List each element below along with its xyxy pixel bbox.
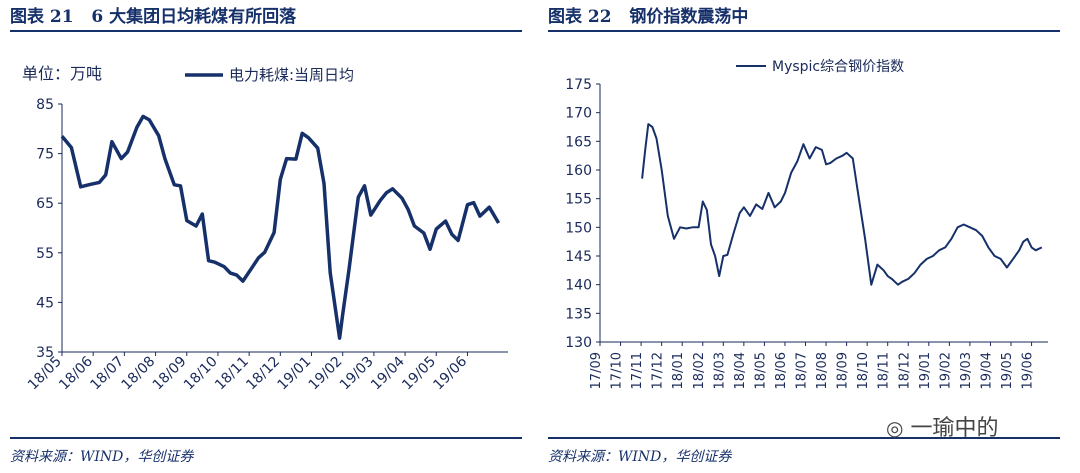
left-legend-label: 电力耗煤:当周日均 [229,66,354,84]
left-x-tick-label: 19/03 [337,354,377,394]
right-chart-title: 图表 22 钢价指数震荡中 [548,7,749,27]
right-series-line [641,123,1043,286]
right-legend-label: Myspic综合钢价指数 [772,59,904,75]
left-y-tick-label: 55 [36,246,54,262]
right-x-tick-label: 19/02 [938,352,953,389]
right-y-tick-label: 135 [565,306,592,322]
left-y-tick-label: 45 [36,295,54,311]
right-x-tick-label: 18/05 [753,352,768,389]
right-x-tick-label: 19/04 [979,352,994,389]
right-y-tick-label: 170 [565,106,592,122]
left-x-tick-label: 18/10 [181,354,221,394]
left-y-tick-label: 65 [36,196,54,212]
left-x-tick-label: 19/02 [306,354,346,394]
left-x-tick-label: 18/07 [87,354,127,394]
watermark-text: 一瑜中的 [910,416,999,441]
left-x-tick-label: 18/11 [212,354,252,394]
left-x-tick-label: 18/09 [150,354,190,394]
wechat-icon: ◎ [886,416,904,440]
right-y-tick-label: 150 [565,220,592,236]
left-source-rule [10,437,522,439]
right-x-tick-label: 19/06 [1021,352,1036,389]
right-chart: 130 135 140 145 150 155 160 165 170 175 17/09 17/10… [565,59,1048,389]
right-y-tick-label: 140 [565,278,592,294]
right-x-tick-label: 18/09 [836,352,851,389]
right-x-tick-label: 17/12 [651,352,666,389]
right-x-tick-label: 19/03 [959,352,974,389]
left-chart-title: 图表 21 6 大集团日均耗煤有所回落 [10,7,297,27]
left-y-tick-label: 75 [36,147,54,163]
left-x-tick-label: 19/05 [399,354,439,394]
left-series-line [60,114,501,340]
right-x-tick-label: 18/10 [856,352,871,389]
right-y-tick-label: 160 [565,163,592,179]
right-panel: 图表 22 钢价指数震荡中 130 135 140 145 150 155 160 165 17… [548,0,1070,473]
right-x-tick-label: 18/08 [815,352,830,389]
right-x-tick-label: 18/03 [712,352,727,389]
right-y-tick-label: 175 [565,77,592,93]
left-unit-label: 单位：万吨 [22,64,102,83]
right-x-tick-label: 17/09 [589,352,604,389]
right-x-tick-label: 18/12 [897,352,912,389]
right-x-tick-label: 18/02 [692,352,707,389]
right-x-tick-label: 18/11 [877,352,892,389]
right-y-tick-label: 165 [565,134,592,150]
left-x-tick-label: 19/04 [368,353,408,393]
right-y-tick-label: 130 [565,335,592,351]
watermark: ◎ 一瑜中的 [886,410,998,442]
right-source-rule [548,437,1060,439]
left-x-tick-label: 18/12 [243,354,283,394]
right-y-tick-label: 155 [565,192,592,208]
left-y-tick-label: 35 [36,345,54,361]
right-x-tick-label: 17/10 [610,352,625,389]
right-source: 资料来源：WIND，华创证券 [548,449,732,465]
right-x-tick-label: 18/06 [774,352,789,389]
right-x-tick-label: 17/11 [630,352,645,389]
left-x-tick-label: 19/01 [274,354,314,394]
left-chart: 单位：万吨 35455565758518/0518/0618/0718/0818… [22,64,508,394]
right-x-tick-label: 18/07 [795,352,810,389]
right-y-tick-label: 145 [565,249,592,265]
right-x-tick-label: 18/04 [733,352,748,389]
left-source: 资料来源：WIND，华创证券 [10,449,194,465]
left-title-rule [10,30,522,32]
left-x-tick-label: 19/06 [430,353,470,393]
left-x-tick-label: 18/06 [56,353,96,393]
left-y-tick-label: 85 [36,97,54,113]
right-title-rule [548,30,1060,32]
left-x-tick-label: 18/08 [119,354,159,394]
right-x-tick-label: 19/01 [918,352,933,389]
left-panel: 图表 21 6 大集团日均耗煤有所回落 单位：万吨 35 45 55 65 75 85 18… [10,0,532,473]
right-x-tick-label: 18/01 [671,352,686,389]
right-x-tick-label: 19/05 [1000,352,1015,389]
